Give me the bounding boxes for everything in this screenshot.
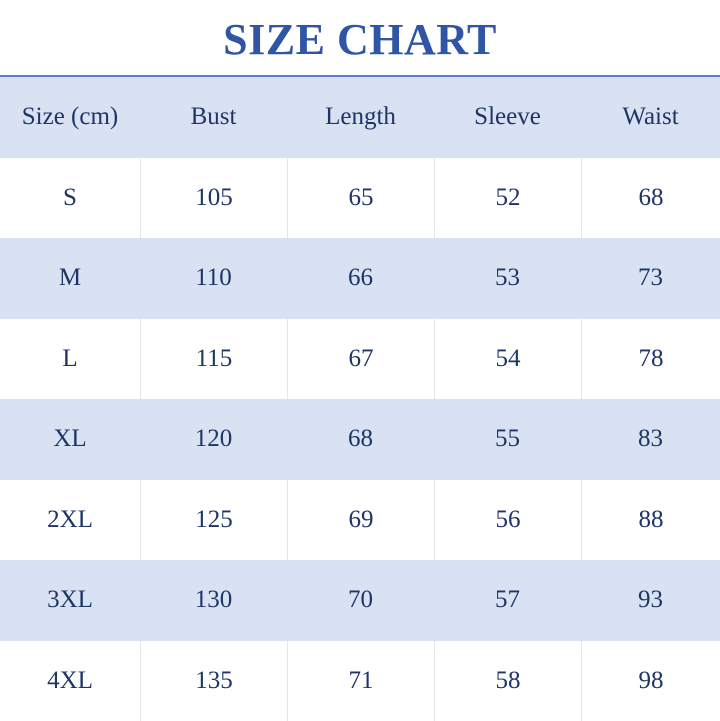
column-header: Size (cm) <box>0 77 140 158</box>
table-cell: 3XL <box>0 560 140 641</box>
chart-title: SIZE CHART <box>0 0 720 76</box>
table-cell: 68 <box>581 158 720 239</box>
table-cell: 98 <box>581 641 720 721</box>
table-cell: 88 <box>581 480 720 561</box>
table-cell: 115 <box>140 319 287 400</box>
table-cell: 53 <box>434 238 581 319</box>
table-cell: 55 <box>434 399 581 480</box>
table-cell: 93 <box>581 560 720 641</box>
column-header: Length <box>287 77 434 158</box>
table-cell: 135 <box>140 641 287 721</box>
column-header: Waist <box>581 77 720 158</box>
table-cell: 78 <box>581 319 720 400</box>
table-cell: 52 <box>434 158 581 239</box>
table-cell: 73 <box>581 238 720 319</box>
table-cell: 68 <box>287 399 434 480</box>
table-cell: 110 <box>140 238 287 319</box>
table-cell: 2XL <box>0 480 140 561</box>
table-cell: 66 <box>287 238 434 319</box>
table-cell: 69 <box>287 480 434 561</box>
table-cell: XL <box>0 399 140 480</box>
column-header: Bust <box>140 77 287 158</box>
table-cell: 58 <box>434 641 581 721</box>
table-cell: M <box>0 238 140 319</box>
table-cell: 105 <box>140 158 287 239</box>
table-cell: 56 <box>434 480 581 561</box>
table-cell: 70 <box>287 560 434 641</box>
table-cell: 4XL <box>0 641 140 721</box>
table-cell: 125 <box>140 480 287 561</box>
table-cell: 83 <box>581 399 720 480</box>
table-cell: 71 <box>287 641 434 721</box>
table-cell: 65 <box>287 158 434 239</box>
table-cell: S <box>0 158 140 239</box>
table-cell: 57 <box>434 560 581 641</box>
table-cell: 130 <box>140 560 287 641</box>
table-cell: 120 <box>140 399 287 480</box>
table-cell: L <box>0 319 140 400</box>
table-cell: 67 <box>287 319 434 400</box>
table-cell: 54 <box>434 319 581 400</box>
column-header: Sleeve <box>434 77 581 158</box>
